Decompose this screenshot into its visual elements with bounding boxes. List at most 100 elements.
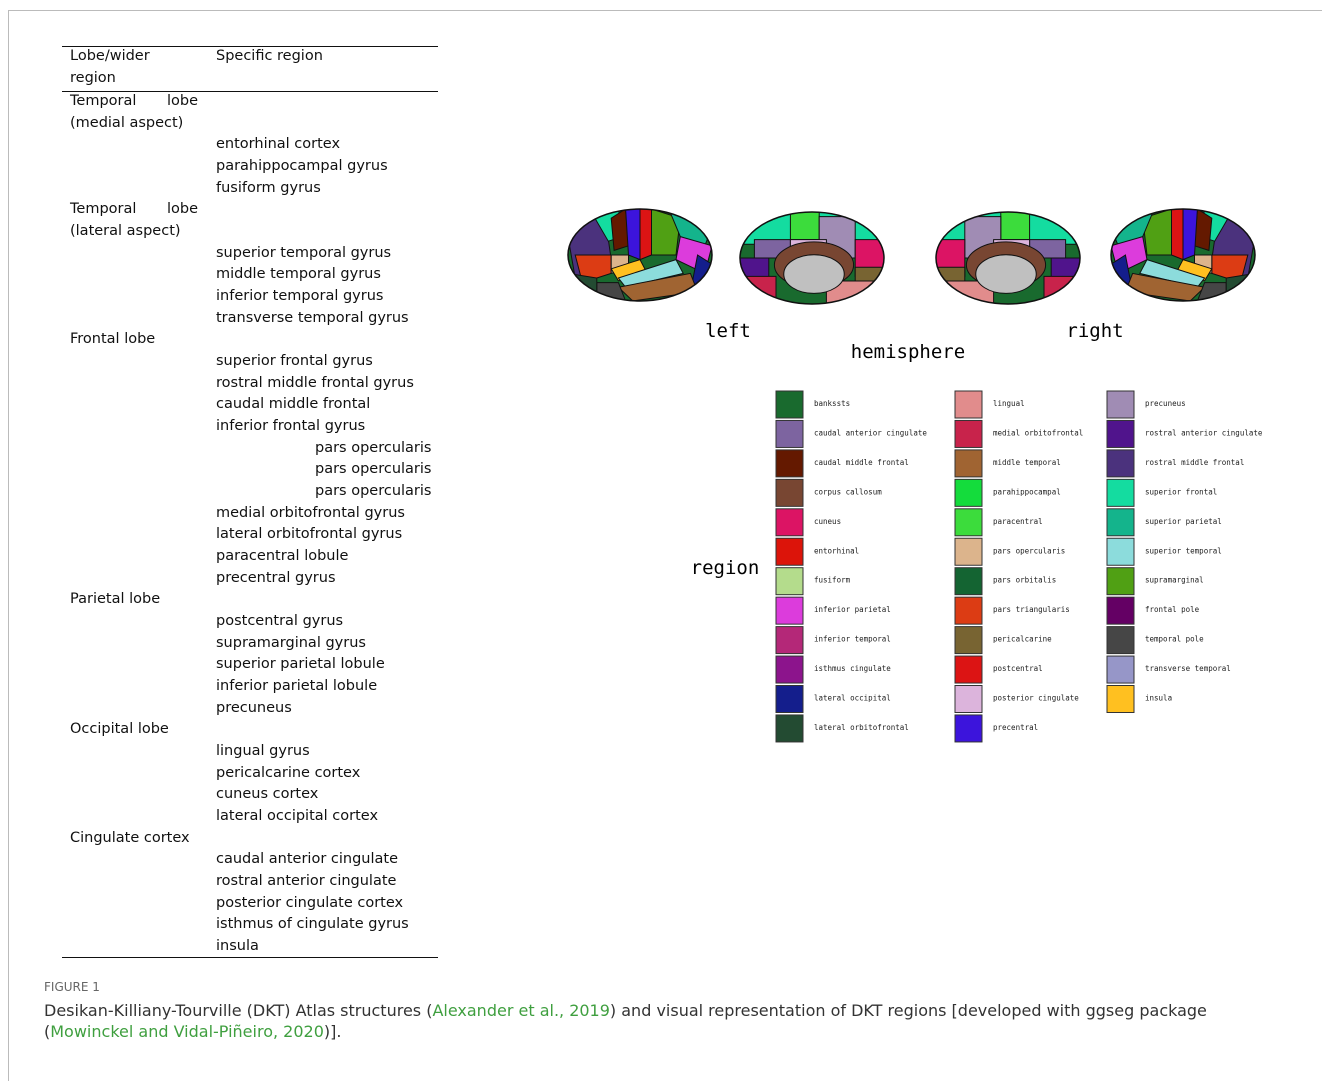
brain-region xyxy=(1043,275,1080,304)
region: posterior cingulate cortex xyxy=(216,894,404,911)
caption-text: )]. xyxy=(323,1022,342,1041)
legend-label: pars opercularis xyxy=(993,546,1065,555)
region: rostral anterior cingulate xyxy=(216,873,397,890)
legend-swatch xyxy=(775,714,804,743)
table-top-rule xyxy=(62,46,438,47)
legend-label: inferior temporal xyxy=(814,635,891,644)
legend-swatch xyxy=(775,626,804,655)
citation-link[interactable]: Mowinckel and Vidal-Piñeiro, 2020 xyxy=(50,1022,324,1041)
brain-view xyxy=(935,211,1081,305)
region: postcentral gyrus xyxy=(216,613,344,630)
legend-swatch xyxy=(954,449,983,478)
brain-outline xyxy=(1110,208,1256,302)
legend-swatch xyxy=(1106,537,1135,566)
legend-swatch xyxy=(954,478,983,507)
subregion: pars opercularis xyxy=(315,461,432,478)
legend-swatch xyxy=(1106,508,1135,537)
legend-label: inferior parietal xyxy=(814,605,891,614)
region: lateral orbitofrontal gyrus xyxy=(216,526,403,543)
brain-region xyxy=(740,275,777,304)
legend-label: superior frontal xyxy=(1145,487,1217,496)
legend-swatch xyxy=(1106,655,1135,684)
brain-region xyxy=(1225,272,1255,301)
region: rostral middle frontal gyrus xyxy=(216,374,414,391)
brain-outline xyxy=(935,211,1081,305)
legend-label: supramarginal xyxy=(1145,576,1204,585)
region: lingual gyrus xyxy=(216,743,310,760)
caption-text: Desikan-Killiany-Tourville (DKT) Atlas s… xyxy=(44,1001,433,1020)
region: lateral occipital cortex xyxy=(216,808,379,825)
caption-text: ) and visual representation of DKT regio… xyxy=(44,1001,1207,1041)
region: supramarginal gyrus xyxy=(216,634,366,651)
legend-swatch xyxy=(954,626,983,655)
legend-label: pars triangularis xyxy=(993,605,1070,614)
brain-region xyxy=(789,212,820,241)
brain-view xyxy=(1110,208,1256,302)
legend-label: caudal middle frontal xyxy=(814,458,909,467)
legend-swatch xyxy=(775,596,804,625)
legend-label: rostral middle frontal xyxy=(1145,458,1244,467)
region: precuneus xyxy=(216,699,292,716)
table-header: Lobe/wider region xyxy=(70,48,150,86)
region: paracentral lobule xyxy=(216,548,349,565)
brain-region xyxy=(617,258,684,288)
legend-label: posterior cingulate xyxy=(993,694,1079,703)
legend-swatch xyxy=(1106,449,1135,478)
legend-label: precentral xyxy=(993,723,1038,732)
hemisphere-label: left xyxy=(705,320,751,342)
legend-swatch xyxy=(954,537,983,566)
brain-region xyxy=(1139,258,1206,288)
legend-label: insula xyxy=(1145,694,1172,703)
region: inferior temporal gyrus xyxy=(216,288,384,305)
legend-label: rostral anterior cingulate xyxy=(1145,428,1263,437)
region: superior temporal gyrus xyxy=(216,244,392,261)
legend-label: isthmus cingulate xyxy=(814,664,891,673)
lobe: Temporal lobe (lateral aspect) xyxy=(70,201,198,240)
legend-swatch xyxy=(775,655,804,684)
region: isthmus of cingulate gyrus xyxy=(216,916,409,933)
legend-label: parahippocampal xyxy=(993,487,1061,496)
caption-label: FIGURE 1 xyxy=(44,980,100,994)
legend-swatch xyxy=(954,567,983,596)
legend-swatch xyxy=(954,714,983,743)
brain-view xyxy=(567,208,713,302)
table-bottom-rule xyxy=(62,957,438,958)
medial-wall xyxy=(975,254,1037,294)
subregion: pars opercularis xyxy=(315,439,432,456)
legend-swatch xyxy=(775,537,804,566)
subregion: pars opercularis xyxy=(315,483,432,500)
brain-region xyxy=(1171,209,1184,261)
brain-region xyxy=(568,272,598,301)
legend-swatch xyxy=(954,685,983,713)
legend-label: lateral occipital xyxy=(814,694,891,703)
legend-label: superior parietal xyxy=(1145,517,1222,526)
legend-label: paracentral xyxy=(993,517,1043,526)
lobe: Occipital lobe xyxy=(70,721,169,738)
region-table: Lobe/wider region Specific region Tempor… xyxy=(62,46,438,958)
legend-swatch xyxy=(1106,685,1135,713)
legend-label: pericalcarine xyxy=(993,635,1052,644)
legend-swatch xyxy=(775,478,804,507)
legend-label: medial orbitofrontal xyxy=(993,428,1083,437)
lobe: Cingulate cortex xyxy=(70,829,190,846)
region: caudal middle frontal xyxy=(216,396,371,413)
legend-title: region xyxy=(691,557,760,579)
legend-label: superior temporal xyxy=(1145,546,1222,555)
region: transverse temporal gyrus xyxy=(216,309,409,326)
region: entorhinal cortex xyxy=(216,136,341,153)
citation-link[interactable]: Alexander et al., 2019 xyxy=(432,1001,610,1020)
legend-label: transverse temporal xyxy=(1145,664,1231,673)
brain-view xyxy=(739,211,885,305)
region: superior parietal lobule xyxy=(216,656,385,673)
brain-outline xyxy=(567,208,713,302)
legend-label: corpus callosum xyxy=(814,487,882,496)
legend-swatch xyxy=(1106,596,1135,625)
legend-label: bankssts xyxy=(814,399,850,408)
region: parahippocampal gyrus xyxy=(216,158,388,174)
legend-label: temporal pole xyxy=(1145,635,1204,644)
legend-label: cuneus xyxy=(814,517,841,526)
legend-swatch xyxy=(954,596,983,625)
legend-swatch xyxy=(775,390,804,419)
legend-swatch xyxy=(775,567,804,596)
